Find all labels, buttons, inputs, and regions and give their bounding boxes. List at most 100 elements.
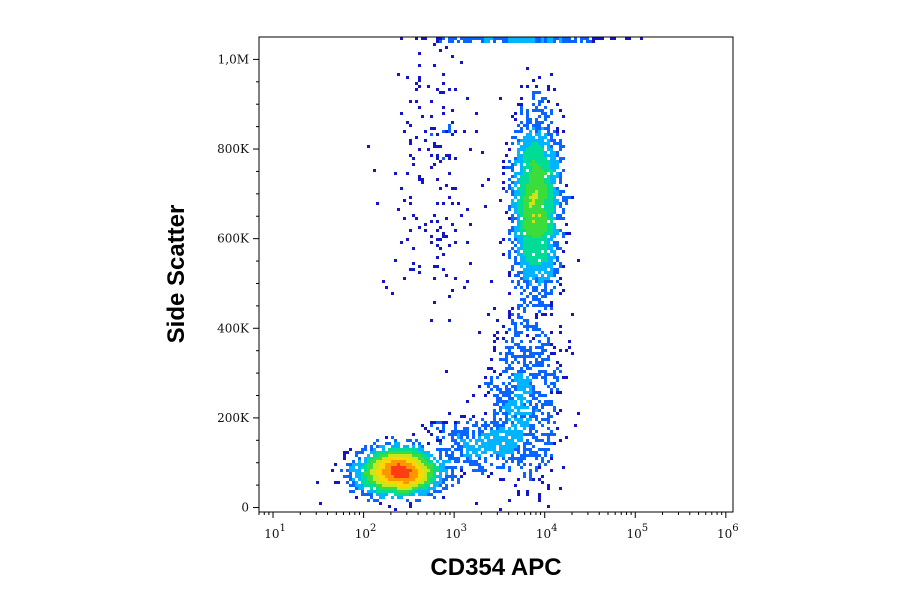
event-dot bbox=[475, 112, 478, 115]
event-dot bbox=[484, 376, 487, 379]
event-dot bbox=[448, 124, 451, 127]
event-dot bbox=[418, 265, 421, 268]
event-dot bbox=[430, 463, 433, 466]
event-dot bbox=[550, 178, 553, 181]
event-dot bbox=[391, 478, 394, 481]
event-dot bbox=[427, 451, 430, 454]
event-dot bbox=[433, 463, 436, 466]
event-dot bbox=[535, 235, 538, 238]
event-dot bbox=[544, 256, 547, 259]
event-dot bbox=[472, 469, 475, 472]
event-dot bbox=[427, 442, 430, 445]
event-dot bbox=[346, 451, 349, 454]
event-dot bbox=[526, 325, 529, 328]
event-dot bbox=[508, 406, 511, 409]
event-dot bbox=[412, 469, 415, 472]
event-dot bbox=[553, 232, 556, 235]
event-dot bbox=[391, 472, 394, 475]
event-dot bbox=[538, 151, 541, 154]
event-dot bbox=[520, 160, 523, 163]
event-dot bbox=[529, 418, 532, 421]
event-dot bbox=[517, 124, 520, 127]
event-dot bbox=[532, 352, 535, 355]
event-dot bbox=[379, 466, 382, 469]
event-dot bbox=[523, 346, 526, 349]
event-dot bbox=[358, 457, 361, 460]
event-dot bbox=[415, 37, 418, 40]
event-dot bbox=[526, 241, 529, 244]
event-dot bbox=[556, 361, 559, 364]
event-dot bbox=[493, 442, 496, 445]
event-dot bbox=[526, 184, 529, 187]
event-dot bbox=[559, 247, 562, 250]
event-dot bbox=[517, 223, 520, 226]
event-dot bbox=[418, 472, 421, 475]
event-dot bbox=[565, 349, 568, 352]
event-dot bbox=[433, 127, 436, 130]
event-dot bbox=[412, 478, 415, 481]
event-dot bbox=[442, 466, 445, 469]
event-dot bbox=[502, 370, 505, 373]
event-dot bbox=[409, 475, 412, 478]
event-dot bbox=[511, 226, 514, 229]
x-tick-label: 104 bbox=[536, 523, 558, 541]
event-dot bbox=[550, 457, 553, 460]
event-dot bbox=[403, 472, 406, 475]
event-dot bbox=[544, 265, 547, 268]
event-dot bbox=[541, 139, 544, 142]
event-dot bbox=[526, 322, 529, 325]
event-dot bbox=[547, 343, 550, 346]
event-dot bbox=[547, 127, 550, 130]
event-dot bbox=[433, 214, 436, 217]
event-dot bbox=[520, 460, 523, 463]
event-dot bbox=[526, 139, 529, 142]
event-dot bbox=[508, 229, 511, 232]
event-dot bbox=[532, 247, 535, 250]
event-dot bbox=[499, 436, 502, 439]
event-dot bbox=[544, 400, 547, 403]
event-dot bbox=[523, 397, 526, 400]
event-dot bbox=[490, 376, 493, 379]
event-dot bbox=[523, 259, 526, 262]
event-dot bbox=[373, 442, 376, 445]
event-dot bbox=[505, 211, 508, 214]
event-dot bbox=[478, 385, 481, 388]
event-dot bbox=[340, 469, 343, 472]
event-dot bbox=[406, 484, 409, 487]
event-dot bbox=[535, 262, 538, 265]
event-dot bbox=[538, 304, 541, 307]
event-dot bbox=[526, 385, 529, 388]
event-dot bbox=[469, 439, 472, 442]
event-dot bbox=[514, 373, 517, 376]
event-dot bbox=[382, 469, 385, 472]
event-dot bbox=[433, 421, 436, 424]
event-dot bbox=[319, 502, 322, 505]
event-dot bbox=[454, 460, 457, 463]
event-dot bbox=[538, 394, 541, 397]
event-dot bbox=[517, 331, 520, 334]
event-dot bbox=[541, 202, 544, 205]
event-dot bbox=[541, 481, 544, 484]
event-dot bbox=[544, 349, 547, 352]
event-dot bbox=[454, 448, 457, 451]
event-dot bbox=[538, 175, 541, 178]
event-dot bbox=[544, 418, 547, 421]
event-dot bbox=[514, 235, 517, 238]
event-dot bbox=[481, 445, 484, 448]
event-dot bbox=[490, 421, 493, 424]
event-dot bbox=[535, 37, 538, 40]
event-dot bbox=[523, 142, 526, 145]
event-dot bbox=[403, 469, 406, 472]
event-dot bbox=[508, 418, 511, 421]
event-dot bbox=[523, 379, 526, 382]
event-dot bbox=[547, 139, 550, 142]
event-dot bbox=[370, 466, 373, 469]
event-dot bbox=[421, 481, 424, 484]
event-dot bbox=[406, 121, 409, 124]
event-dot bbox=[466, 241, 469, 244]
event-dot bbox=[538, 76, 541, 79]
event-dot bbox=[529, 415, 532, 418]
event-dot bbox=[376, 445, 379, 448]
event-dot bbox=[481, 439, 484, 442]
event-dot bbox=[412, 475, 415, 478]
